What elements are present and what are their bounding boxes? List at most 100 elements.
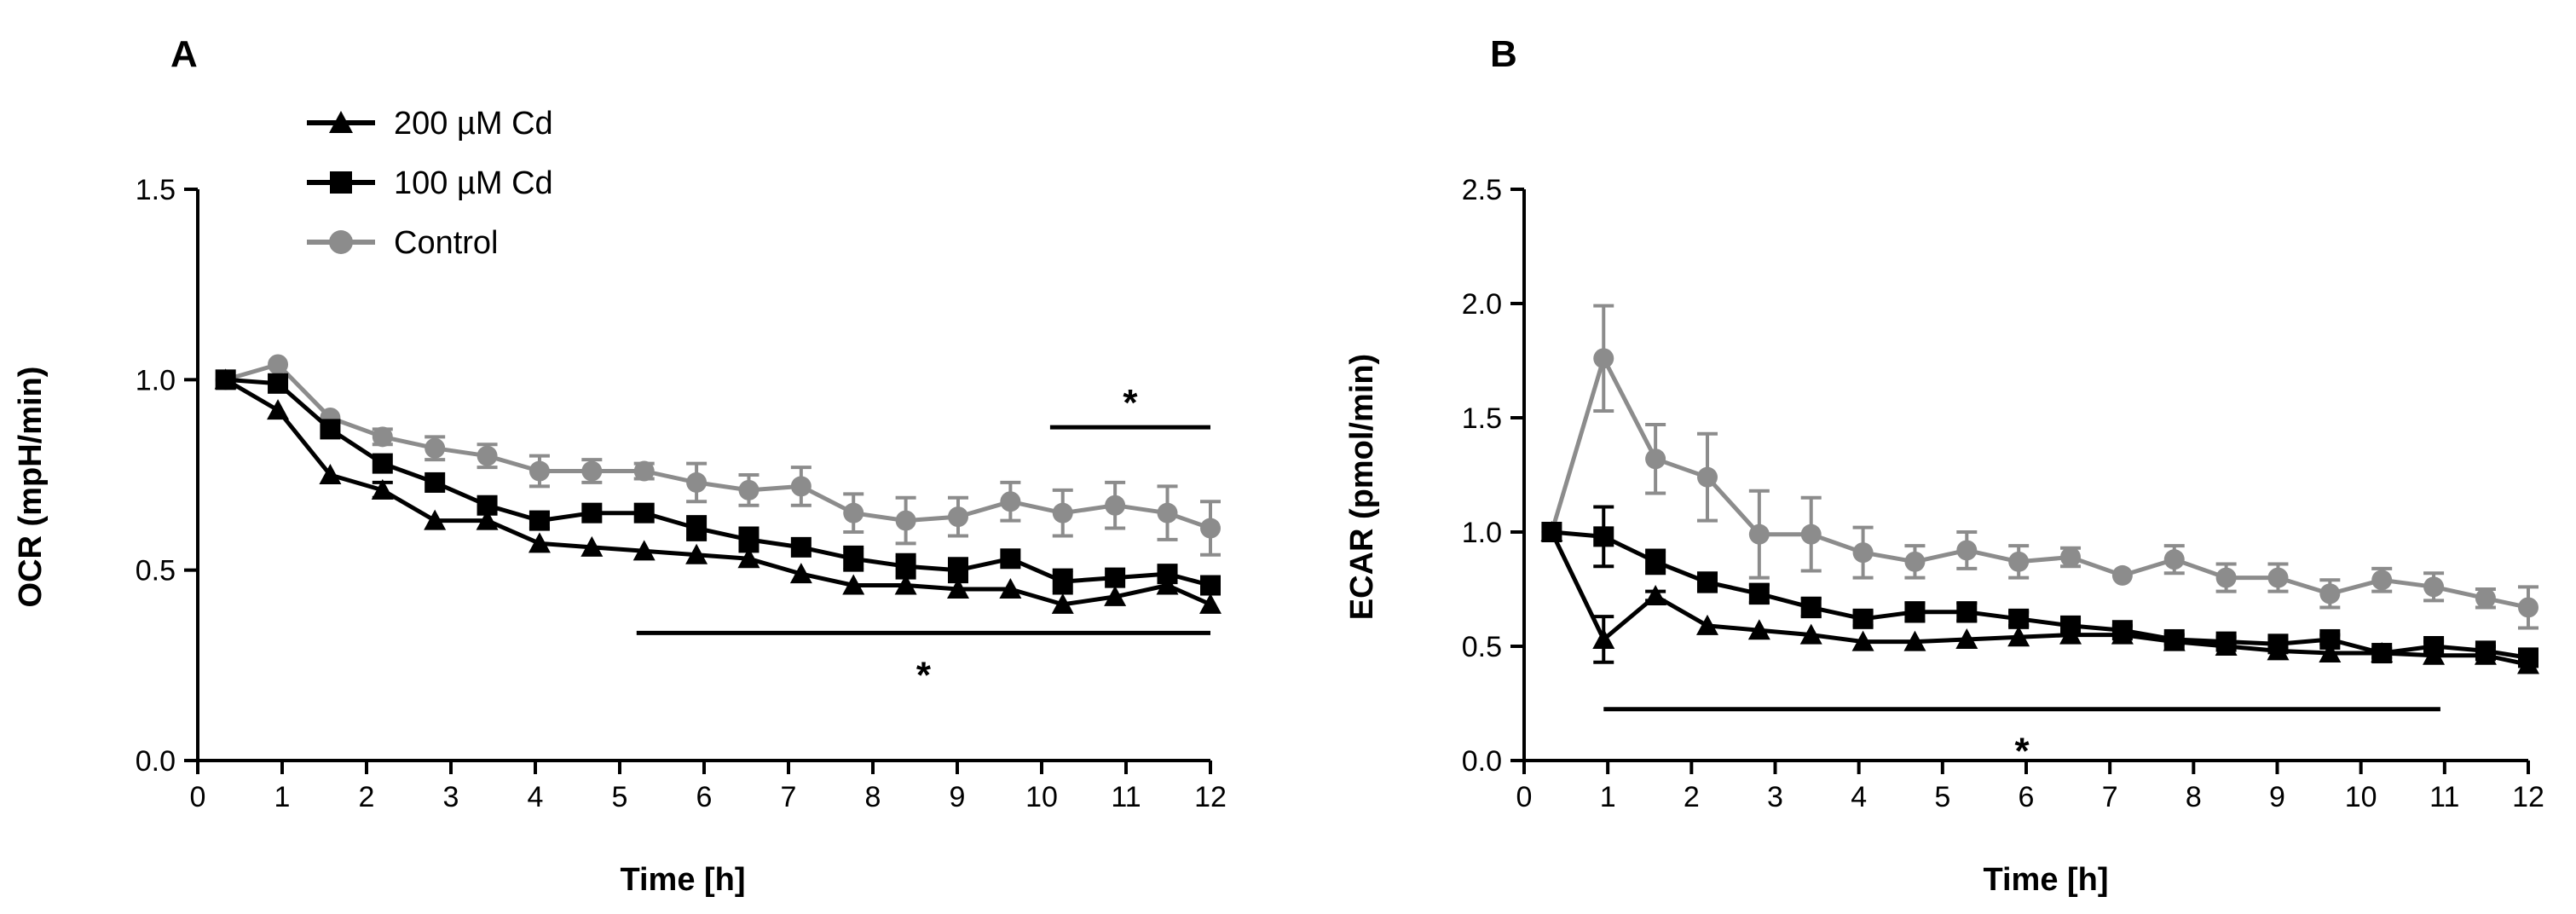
x-tick-label: 1 (274, 781, 291, 813)
significance-star: * (1123, 382, 1138, 424)
x-tick-label: 6 (696, 781, 713, 813)
data-point-100um-cd (633, 502, 655, 524)
x-tick-label: 11 (2429, 781, 2459, 813)
legend: 200 µM Cd 100 µM Cd Control (307, 106, 553, 261)
x-tick-label: 10 (1025, 781, 1058, 813)
legend-circle-icon (329, 230, 353, 254)
data-point-200um-cd (789, 563, 812, 584)
data-point-control (372, 426, 393, 448)
y-tick-label: 1.5 (136, 174, 176, 206)
legend-item-200um-cd: 200 µM Cd (307, 106, 553, 142)
x-tick-label: 7 (781, 781, 797, 813)
data-point-200um-cd (2371, 642, 2394, 663)
data-point-control (1052, 502, 1073, 524)
data-point-100um-cd (1748, 583, 1770, 605)
data-point-100um-cd (790, 536, 811, 558)
data-point-control (1800, 524, 1822, 545)
series-cd200-b (1540, 521, 2539, 674)
x-axis-title-a: Time [h] (620, 862, 745, 898)
data-point-control (738, 479, 760, 500)
significance-bar-a: * (1049, 382, 1210, 430)
data-point-200um-cd (2215, 635, 2238, 656)
series-cd100-a (215, 369, 1221, 596)
data-point-control (2060, 547, 2082, 568)
data-point-200um-cd (1851, 630, 1874, 651)
data-point-200um-cd (267, 399, 290, 420)
data-point-control (1904, 551, 1926, 572)
x-tick-label: 10 (2345, 781, 2377, 813)
panel-b-letter: B (1490, 33, 1517, 75)
data-point-100um-cd (738, 529, 760, 550)
legend-label-200um-cd: 200 µM Cd (394, 106, 553, 142)
data-point-200um-cd (2319, 642, 2342, 663)
data-point-100um-cd (320, 419, 341, 440)
data-point-control (2423, 576, 2445, 598)
data-point-100um-cd (581, 502, 603, 524)
data-point-control (895, 510, 916, 531)
data-point-control (2518, 597, 2538, 618)
data-point-200um-cd (476, 509, 499, 530)
data-point-200um-cd (1540, 521, 1563, 541)
data-point-200um-cd (946, 578, 969, 599)
series-line-cd200 (1550, 530, 2529, 667)
series-control-b (1541, 304, 2538, 630)
data-point-100um-cd (1645, 551, 1666, 572)
data-point-100um-cd (947, 559, 968, 581)
data-point-100um-cd (1956, 601, 1978, 622)
y-tick-label: 0.0 (136, 745, 176, 778)
x-tick-label: 4 (528, 781, 544, 813)
data-point-control (1200, 518, 1221, 539)
data-point-200um-cd (2423, 644, 2446, 665)
data-point-control (2319, 583, 2341, 605)
data-point-200um-cd (1644, 585, 1667, 606)
data-point-control (1956, 540, 1978, 561)
y-tick-label: 2.5 (1462, 174, 1502, 206)
x-tick-label: 9 (2269, 781, 2285, 813)
legend-item-100um-cd: 100 µM Cd (307, 165, 553, 201)
data-point-control (790, 476, 811, 497)
significance-bar-b: * (1603, 707, 2440, 772)
data-point-200um-cd (2163, 630, 2186, 651)
data-point-100um-cd (1593, 526, 1614, 547)
legend-triangle-icon (329, 111, 353, 133)
x-axis-title-b: Time [h] (1983, 862, 2108, 898)
series-line-cd100 (1551, 529, 2529, 660)
data-point-control (1105, 495, 1126, 516)
data-point-control (1157, 502, 1178, 524)
x-tick-label: 2 (1684, 781, 1700, 813)
data-point-200um-cd (894, 574, 917, 595)
data-point-200um-cd (1051, 593, 1074, 614)
data-point-200um-cd (2111, 623, 2134, 645)
data-point-200um-cd (1955, 628, 1978, 649)
panel-a-letter: A (170, 33, 198, 75)
data-point-200um-cd (528, 532, 551, 553)
x-tick-label: 3 (443, 781, 459, 813)
x-tick-label: 12 (1194, 781, 1227, 813)
plot-area-a: 0.00.51.01.50 1 2 3 4 5 6 7 8 9 10 11 12** (136, 174, 1227, 813)
data-point-100um-cd (425, 471, 446, 493)
data-point-control (843, 502, 864, 524)
x-tick-label: 5 (1934, 781, 1950, 813)
legend-label-100um-cd: 100 µM Cd (394, 165, 553, 201)
data-point-200um-cd (1903, 630, 1926, 651)
data-point-100um-cd (1852, 608, 1874, 629)
data-point-100um-cd (2008, 608, 2030, 629)
legend-label-control: Control (394, 225, 499, 261)
data-point-200um-cd (1592, 628, 1615, 649)
data-point-control (581, 460, 603, 482)
data-point-200um-cd (319, 464, 342, 484)
x-tick-label: 7 (2102, 781, 2118, 813)
significance-star: * (916, 654, 932, 696)
data-point-control (633, 460, 655, 482)
data-point-control (2371, 570, 2393, 591)
data-point-200um-cd (999, 578, 1022, 599)
data-point-control (686, 471, 708, 493)
y-tick-label: 2.0 (1462, 288, 1502, 321)
data-point-100um-cd (686, 518, 708, 539)
data-point-200um-cd (2474, 644, 2497, 665)
data-point-200um-cd (371, 478, 394, 500)
series-cd200-a (214, 368, 1222, 614)
x-tick-label: 3 (1767, 781, 1783, 813)
data-point-100um-cd (1052, 571, 1073, 593)
